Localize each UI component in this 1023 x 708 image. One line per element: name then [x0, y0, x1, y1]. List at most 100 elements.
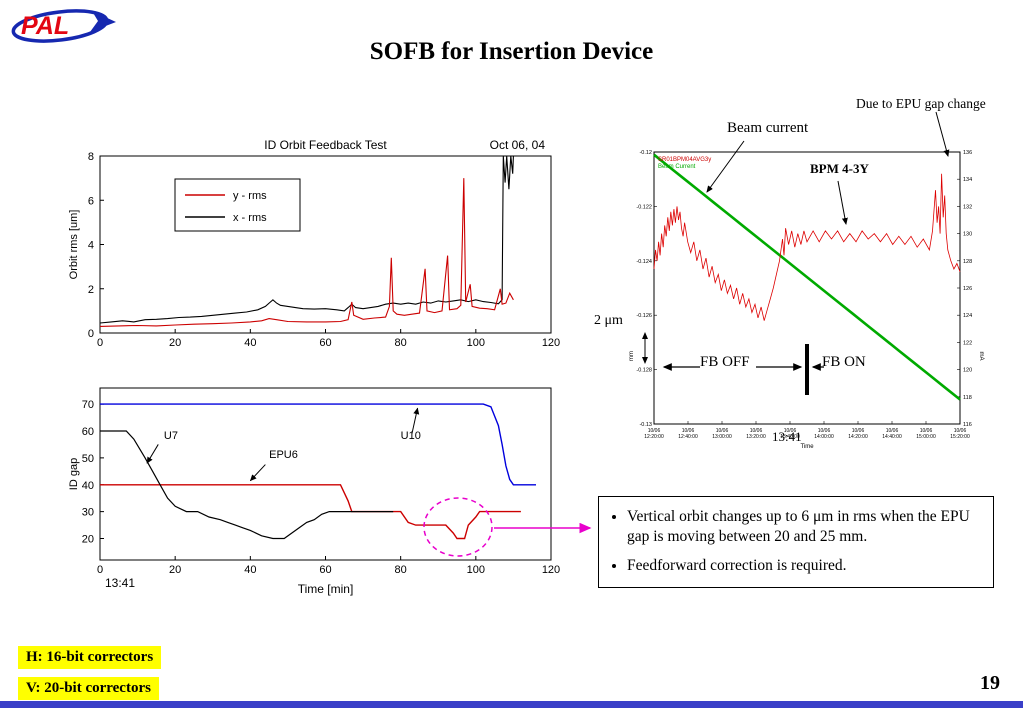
svg-text:118: 118: [963, 395, 972, 401]
pal-logo: PAL: [11, 9, 116, 43]
svg-text:10/06: 10/06: [886, 428, 899, 434]
v-correctors-label: V: 20-bit correctors: [18, 677, 159, 700]
svg-text:80: 80: [395, 564, 407, 576]
svg-text:Beam Current: Beam Current: [658, 164, 696, 170]
svg-text:ID Orbit Feedback Test: ID Orbit Feedback Test: [264, 138, 387, 152]
due-epu-gap-label: Due to EPU gap change: [856, 96, 986, 111]
svg-text:-0.128: -0.128: [636, 368, 652, 374]
svg-text:13:41: 13:41: [105, 576, 135, 590]
id-gap-chart: 0 20 40 60 80 100 120 20 30 40 50 60 70 ID gap Time [m…: [68, 387, 560, 596]
logo-text: PAL: [21, 12, 69, 40]
svg-text:6: 6: [88, 195, 94, 207]
svg-text:120: 120: [963, 368, 972, 374]
svg-text:60: 60: [319, 337, 331, 349]
note-bullet: Feedforward correction is required.: [627, 556, 983, 576]
svg-text:13:00:00: 13:00:00: [712, 434, 732, 440]
svg-text:120: 120: [542, 337, 560, 349]
svg-text:128: 128: [963, 259, 972, 265]
svg-text:124: 124: [963, 313, 972, 319]
svg-text:SR01BPM04AVG3y: SR01BPM04AVG3y: [658, 157, 711, 163]
svg-text:-0.12: -0.12: [639, 150, 652, 156]
svg-text:10/06: 10/06: [954, 428, 967, 434]
svg-text:126: 126: [963, 286, 972, 292]
svg-text:14:20:00: 14:20:00: [848, 434, 868, 440]
svg-text:130: 130: [963, 232, 972, 238]
orbit-rms-chart: 0 20 40 60 80 100 120 0 2 4 6 8 ID Orbit Feedback Te…: [68, 138, 560, 349]
svg-text:10/06: 10/06: [716, 428, 729, 434]
logo-arrow-icon: [90, 11, 116, 32]
svg-text:4: 4: [88, 240, 94, 252]
svg-text:EPU6: EPU6: [269, 449, 298, 461]
svg-text:10/06: 10/06: [682, 428, 695, 434]
svg-text:0: 0: [97, 564, 103, 576]
svg-text:Time: Time: [800, 444, 814, 450]
svg-text:12:20:00: 12:20:00: [644, 434, 664, 440]
bpm-4-3y-label: BPM 4-3Y: [810, 161, 869, 176]
svg-text:30: 30: [82, 507, 94, 519]
svg-text:60: 60: [319, 564, 331, 576]
svg-text:Time [min]: Time [min]: [298, 582, 354, 596]
svg-text:Oct 06, 04: Oct 06, 04: [490, 138, 546, 152]
fb-off-label: FB OFF: [700, 354, 750, 370]
svg-text:134: 134: [963, 177, 972, 183]
svg-text:10/06: 10/06: [784, 428, 797, 434]
svg-text:-0.126: -0.126: [636, 313, 652, 319]
svg-text:12:40:00: 12:40:00: [678, 434, 698, 440]
svg-text:20: 20: [169, 337, 181, 349]
note-box: Vertical orbit changes up to 6 μm in rms…: [598, 496, 994, 588]
two-um-label: 2 μm: [594, 313, 623, 328]
svg-text:-0.13: -0.13: [639, 422, 652, 428]
note-bullet-list: Vertical orbit changes up to 6 μm in rms…: [605, 507, 983, 576]
svg-text:40: 40: [82, 480, 94, 492]
svg-text:x - rms: x - rms: [233, 212, 267, 224]
svg-text:10/06: 10/06: [750, 428, 763, 434]
bottom-bar: [0, 701, 1023, 708]
svg-text:40: 40: [244, 337, 256, 349]
svg-text:100: 100: [467, 337, 485, 349]
svg-text:Orbit rms [um]: Orbit rms [um]: [68, 210, 80, 280]
svg-text:20: 20: [169, 564, 181, 576]
svg-text:-0.124: -0.124: [636, 259, 652, 265]
svg-text:15:20:00: 15:20:00: [950, 434, 970, 440]
svg-text:14:00:00: 14:00:00: [814, 434, 834, 440]
svg-text:2: 2: [88, 284, 94, 296]
svg-text:100: 100: [467, 564, 485, 576]
svg-text:10/06: 10/06: [920, 428, 933, 434]
svg-text:-0.122: -0.122: [636, 204, 652, 210]
svg-text:U10: U10: [401, 430, 421, 442]
svg-text:132: 132: [963, 204, 972, 210]
svg-text:122: 122: [963, 340, 972, 346]
svg-text:mA: mA: [978, 352, 984, 361]
svg-text:60: 60: [82, 426, 94, 438]
svg-text:50: 50: [82, 453, 94, 465]
svg-text:10/06: 10/06: [818, 428, 831, 434]
svg-text:10/06: 10/06: [852, 428, 865, 434]
svg-text:mm: mm: [629, 351, 635, 361]
time-label-right: 13:41: [772, 429, 802, 444]
svg-text:15:00:00: 15:00:00: [916, 434, 936, 440]
beam-current-bpm-chart: -0.12 -0.122 -0.124 -0.126 -0.128 -0.13 136 134…: [629, 150, 984, 450]
svg-text:8: 8: [88, 151, 94, 163]
svg-text:14:40:00: 14:40:00: [882, 434, 902, 440]
svg-text:13:20:00: 13:20:00: [746, 434, 766, 440]
svg-text:80: 80: [395, 337, 407, 349]
svg-text:10/06: 10/06: [648, 428, 661, 434]
svg-text:0: 0: [88, 328, 94, 340]
svg-text:136: 136: [963, 150, 972, 156]
fb-on-label: FB ON: [822, 354, 866, 370]
svg-text:0: 0: [97, 337, 103, 349]
svg-text:116: 116: [963, 422, 972, 428]
svg-text:ID gap: ID gap: [68, 458, 80, 490]
h-correctors-label: H: 16-bit correctors: [18, 646, 162, 669]
note-bullet: Vertical orbit changes up to 6 μm in rms…: [627, 507, 983, 547]
svg-text:U7: U7: [164, 430, 178, 442]
svg-text:20: 20: [82, 534, 94, 546]
page-title: SOFB for Insertion Device: [369, 38, 654, 65]
svg-text:70: 70: [82, 399, 94, 411]
svg-text:40: 40: [244, 564, 256, 576]
svg-text:120: 120: [542, 564, 560, 576]
beam-current-label: Beam current: [727, 120, 809, 136]
svg-text:13:40:00: 13:40:00: [780, 434, 800, 440]
page-number: 19: [980, 672, 1000, 694]
